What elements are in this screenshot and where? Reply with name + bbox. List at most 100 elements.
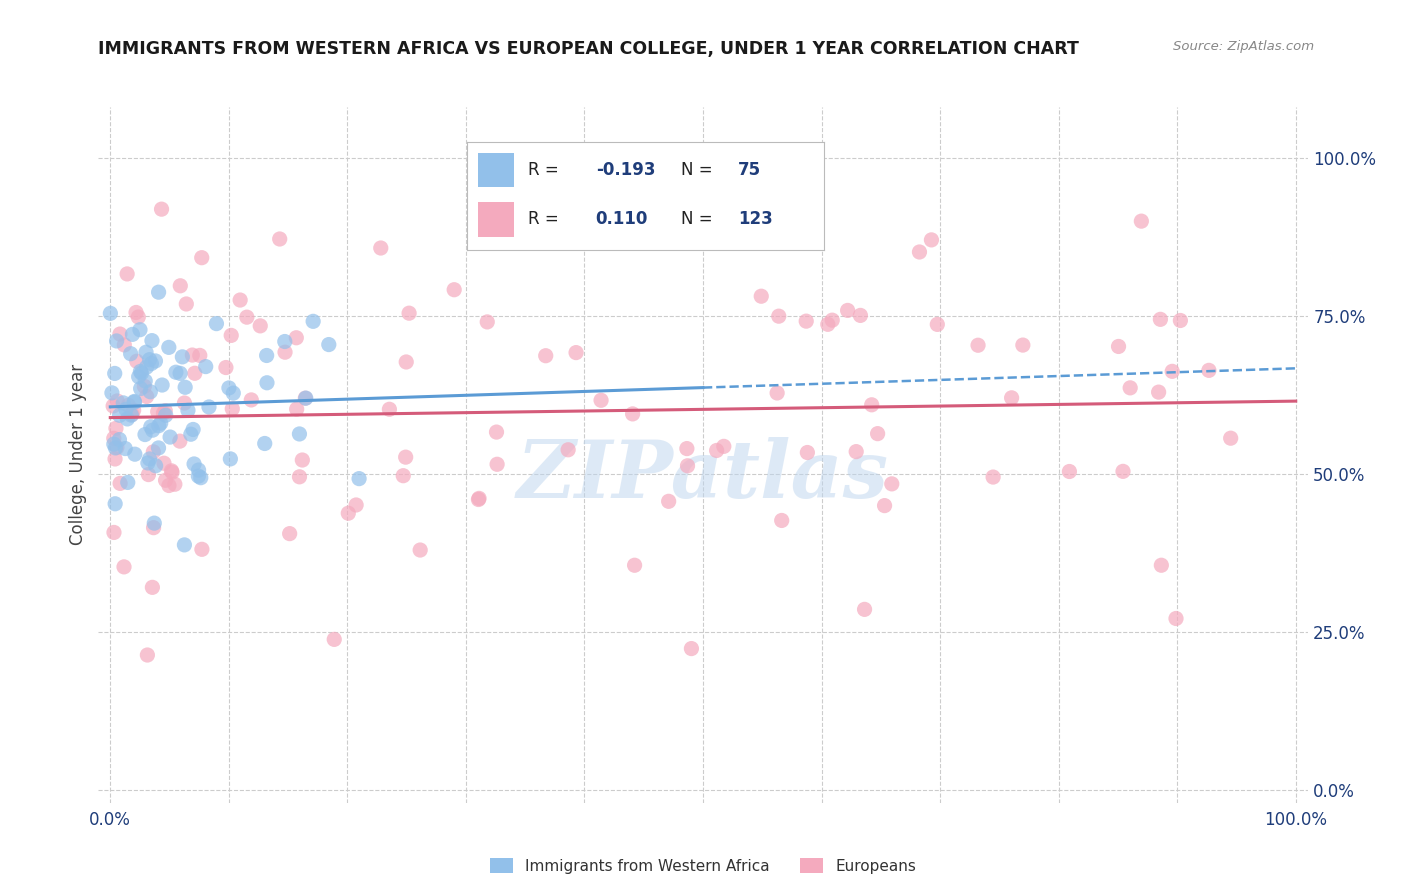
Point (105, 334, 128, 348)
Point (194, 359, 217, 374)
Point (134, 379, 156, 393)
Point (157, 478, 180, 492)
Point (121, 407, 143, 421)
Point (188, 348, 211, 362)
Point (165, 365, 187, 379)
Point (169, 367, 191, 381)
Point (148, 285, 170, 300)
Point (294, 391, 316, 405)
Point (98, 306, 121, 320)
Point (128, 369, 150, 384)
Point (139, 384, 162, 399)
Point (229, 293, 252, 307)
Point (1119, 381, 1142, 395)
Point (302, 314, 325, 328)
Point (104, 441, 127, 455)
Point (285, 402, 308, 417)
Point (565, 345, 588, 359)
Point (112, 396, 135, 410)
Point (159, 430, 181, 444)
Point (796, 445, 818, 459)
Point (274, 345, 297, 359)
Point (172, 350, 194, 364)
Point (108, 327, 131, 342)
Point (183, 457, 205, 471)
Point (187, 469, 209, 483)
Point (285, 331, 308, 345)
Point (1170, 313, 1192, 327)
Point (184, 366, 207, 380)
Point (1161, 364, 1184, 378)
Point (766, 386, 789, 401)
Point (477, 315, 499, 329)
Point (169, 434, 191, 449)
Point (205, 317, 228, 331)
Point (256, 349, 278, 363)
Point (129, 382, 152, 396)
Point (143, 516, 166, 530)
Point (378, 402, 401, 417)
Point (124, 447, 146, 461)
Point (1108, 339, 1130, 353)
Point (681, 641, 703, 656)
Point (837, 303, 859, 318)
Point (142, 423, 165, 437)
Point (187, 463, 209, 477)
Point (141, 334, 163, 348)
Point (173, 396, 195, 410)
Point (117, 398, 139, 412)
Point (218, 381, 240, 395)
Point (274, 334, 297, 349)
Point (591, 393, 613, 408)
Point (347, 472, 370, 486)
Point (117, 412, 139, 426)
Point (866, 426, 889, 441)
Point (880, 476, 903, 491)
Point (1000, 391, 1022, 405)
Point (174, 380, 197, 394)
Point (112, 560, 135, 574)
Point (117, 475, 139, 490)
Point (409, 543, 432, 558)
Point (920, 233, 942, 247)
Point (749, 289, 772, 303)
Point (114, 442, 136, 456)
Point (190, 471, 212, 485)
Point (129, 364, 152, 378)
Point (253, 436, 276, 450)
Point (1198, 363, 1220, 377)
Point (219, 328, 242, 343)
Point (219, 451, 242, 466)
Point (1147, 385, 1170, 400)
Point (467, 492, 489, 507)
Point (146, 404, 169, 418)
Point (145, 458, 167, 473)
Point (191, 542, 214, 557)
Point (190, 251, 212, 265)
Point (344, 498, 367, 512)
Point (1112, 464, 1135, 478)
Point (127, 310, 149, 324)
Point (370, 241, 392, 255)
Point (131, 366, 153, 380)
Point (136, 648, 159, 662)
Point (135, 389, 157, 403)
Point (845, 444, 868, 458)
Point (395, 450, 418, 465)
Point (124, 395, 146, 409)
Point (1059, 465, 1081, 479)
Point (1149, 312, 1171, 326)
Point (288, 470, 311, 484)
Point (860, 398, 883, 412)
Point (160, 464, 183, 478)
Point (101, 385, 124, 400)
Point (291, 453, 314, 467)
Point (794, 314, 817, 328)
Point (103, 437, 125, 451)
Point (706, 443, 728, 458)
Point (176, 297, 198, 311)
Point (240, 392, 263, 407)
Point (120, 408, 142, 422)
Point (173, 538, 195, 552)
Point (395, 355, 418, 369)
